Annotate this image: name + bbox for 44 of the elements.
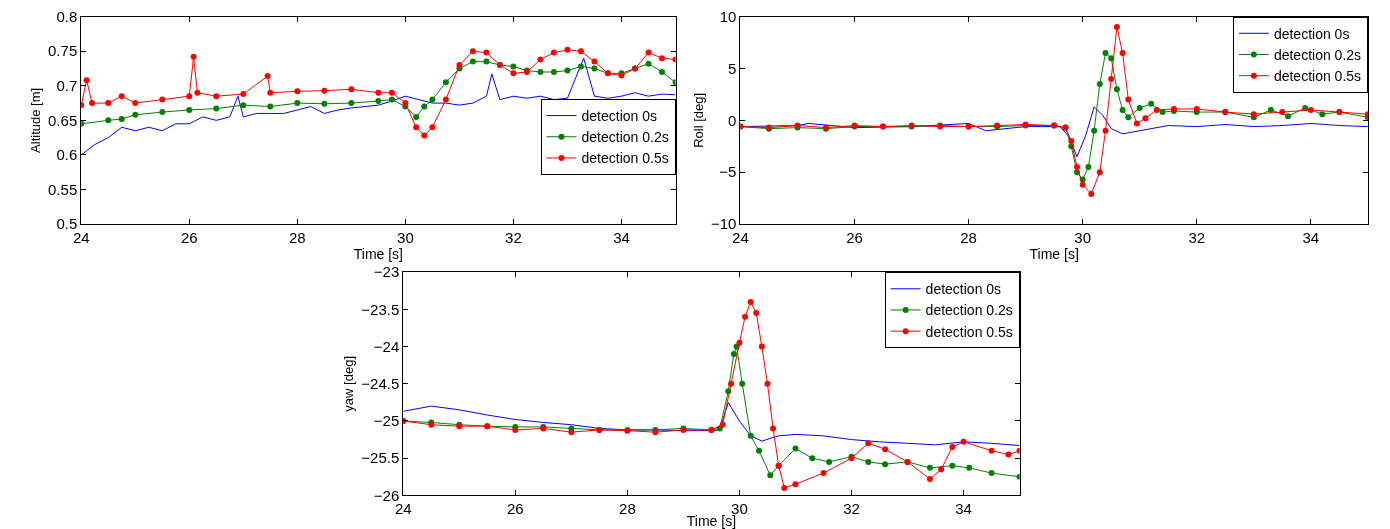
x-tick-label: 32	[505, 229, 522, 247]
legend-label: detection 0.5s	[1273, 68, 1362, 85]
y-tick-label: 0	[728, 111, 737, 129]
y-tick-label: −23.5	[361, 300, 400, 318]
y-tick-label: 0.6	[56, 146, 78, 164]
x-tick-label: 30	[397, 229, 414, 247]
legend-label: detection 0s	[925, 281, 1002, 298]
y-tick-label: 0.7	[56, 77, 78, 95]
x-tick-label: 26	[180, 229, 198, 247]
x-tick-label: 30	[1074, 229, 1092, 247]
y-tick-label: 10	[719, 7, 737, 25]
y-tick-label: −5	[719, 163, 737, 181]
y-axis-title: yaw [deg]	[341, 355, 357, 412]
x-tick-label: 32	[1188, 229, 1206, 247]
x-tick-label: 26	[506, 500, 524, 518]
legend-label: detection 0.2s	[925, 302, 1013, 319]
y-tick-label: −24	[373, 337, 400, 355]
y-tick-label: 0.8	[56, 7, 78, 25]
y-axis-title: Altitude [m]	[27, 87, 43, 153]
legend-label: detection 0s	[581, 108, 658, 125]
x-tick-label: 32	[843, 500, 860, 518]
x-tick-label: 28	[619, 500, 636, 518]
y-tick-label: 0.65	[48, 111, 78, 129]
y-axis-title: Roll [deg]	[690, 92, 706, 148]
y-tick-label: −25	[373, 412, 400, 430]
x-tick-label: 26	[846, 229, 863, 247]
x-tick-label: 28	[960, 229, 977, 247]
y-tick-label: −23	[373, 263, 400, 281]
y-tick-label: 0.55	[48, 180, 78, 198]
y-tick-label: 5	[728, 59, 737, 77]
y-tick-label: −24.5	[361, 375, 400, 393]
legend-label: detection 0.5s	[581, 150, 669, 167]
legend-label: detection 0.2s	[1273, 46, 1362, 63]
legend-label: detection 0.2s	[581, 129, 669, 146]
y-tick-label: 0.75	[48, 42, 78, 60]
legend-label: detection 0s	[1273, 25, 1350, 42]
legend-label: detection 0.5s	[925, 323, 1013, 340]
x-tick-label: 34	[955, 500, 972, 518]
x-tick-label: 34	[1302, 229, 1320, 247]
x-tick-label: 28	[288, 229, 306, 247]
x-axis-title: Time [s]	[353, 246, 404, 263]
y-tick-label: −25.5	[361, 449, 400, 467]
x-axis-title: Time [s]	[1029, 246, 1079, 263]
x-tick-label: 34	[613, 229, 630, 247]
